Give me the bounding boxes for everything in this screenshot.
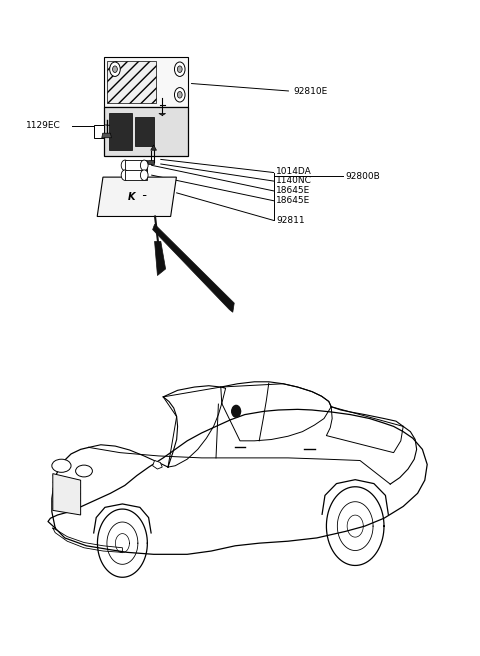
Circle shape: [112, 66, 118, 72]
Circle shape: [177, 92, 182, 98]
Ellipse shape: [121, 170, 129, 180]
Circle shape: [174, 87, 185, 102]
Text: 92811: 92811: [276, 216, 305, 225]
Text: 92800B: 92800B: [346, 172, 380, 181]
Polygon shape: [105, 57, 188, 106]
Text: 1014DA: 1014DA: [276, 167, 312, 176]
Polygon shape: [107, 61, 156, 103]
Text: 1129EC: 1129EC: [26, 121, 61, 131]
Circle shape: [177, 66, 182, 72]
Ellipse shape: [232, 407, 240, 415]
Polygon shape: [94, 125, 105, 138]
Polygon shape: [153, 461, 162, 469]
Text: 18645E: 18645E: [276, 196, 310, 205]
Bar: [125, 170, 147, 180]
Ellipse shape: [140, 170, 148, 180]
Polygon shape: [53, 474, 81, 515]
Polygon shape: [97, 177, 177, 216]
Bar: [148, 160, 154, 164]
Ellipse shape: [75, 465, 92, 477]
Bar: [135, 117, 154, 146]
Text: 1140NC: 1140NC: [276, 176, 312, 185]
Circle shape: [109, 62, 120, 76]
Text: 92810E: 92810E: [294, 87, 328, 96]
Circle shape: [174, 62, 185, 76]
Bar: [109, 113, 132, 150]
Polygon shape: [153, 224, 234, 312]
Text: 18645E: 18645E: [276, 186, 310, 195]
Bar: [125, 160, 147, 171]
Text: ━: ━: [143, 194, 145, 199]
Polygon shape: [159, 113, 166, 115]
Ellipse shape: [121, 160, 129, 171]
Text: K: K: [128, 192, 136, 202]
Circle shape: [232, 405, 240, 417]
Polygon shape: [155, 241, 166, 276]
Ellipse shape: [52, 459, 71, 472]
Polygon shape: [105, 106, 188, 155]
Polygon shape: [151, 145, 156, 150]
Polygon shape: [102, 133, 111, 138]
Ellipse shape: [140, 160, 148, 171]
